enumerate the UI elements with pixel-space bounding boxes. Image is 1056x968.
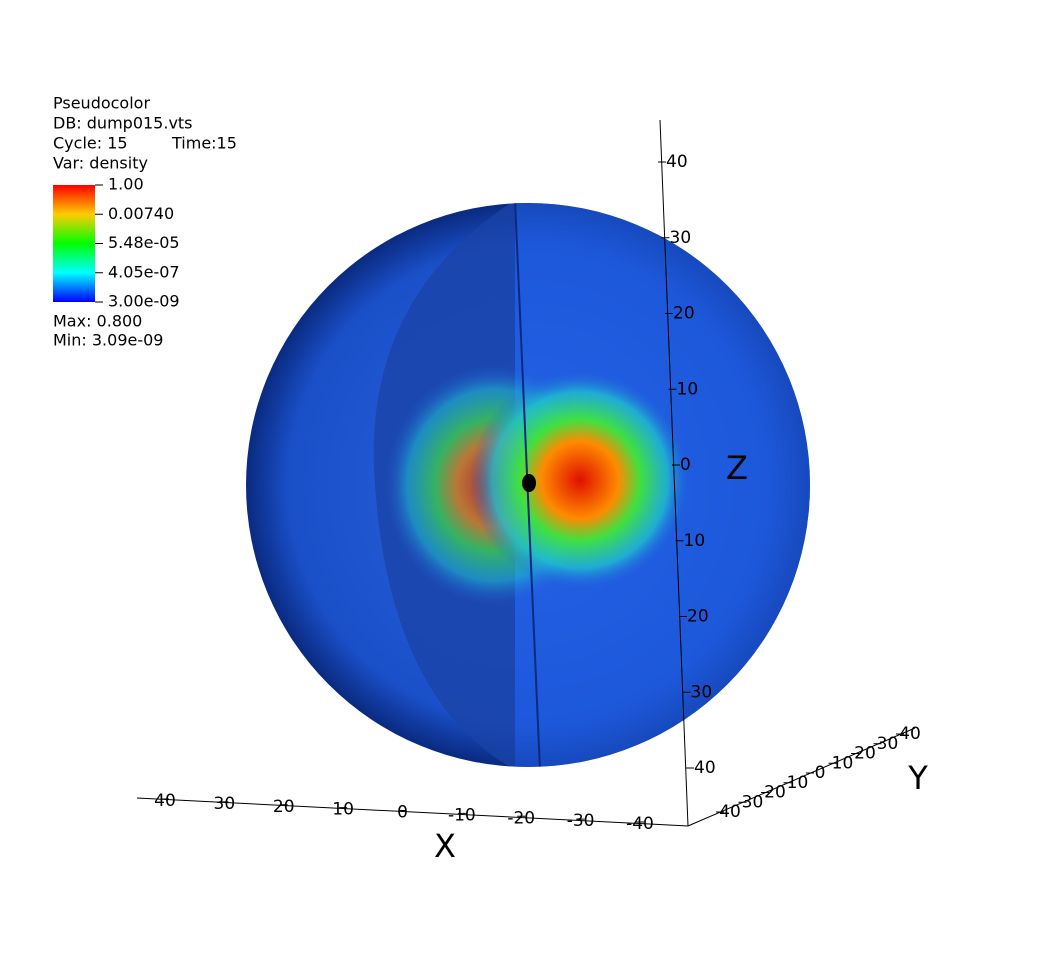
y-axis-line [687, 727, 916, 827]
colorbar-label: 1.00 [108, 175, 144, 194]
z-axis-label: 0 [680, 455, 691, 475]
y-axis-label: 30 [877, 734, 899, 754]
x-axis-label: 0 [397, 803, 408, 823]
y-axis-label: 30 [742, 792, 764, 812]
z-axis-label: 40 [666, 152, 688, 172]
y-axis-title: Y [907, 759, 928, 797]
y-axis-label: 0 [815, 763, 826, 783]
x-axis-label: 30 [214, 794, 236, 814]
legend-db: DB: dump015.vts [53, 114, 193, 133]
colorbar-label: 5.48e-05 [108, 233, 180, 252]
z-axis-label: 10 [677, 379, 699, 399]
legend-cycle: Cycle: 15 [53, 134, 128, 153]
y-axis-label: 20 [764, 783, 786, 803]
y-axis-label: 20 [854, 744, 876, 764]
colorbar-label: 4.05e-07 [108, 262, 180, 281]
z-axis-label: 40 [694, 758, 716, 778]
colorbar-label: 0.00740 [108, 204, 174, 223]
colorbar-label: 3.00e-09 [108, 292, 180, 311]
x-axis-label: 10 [332, 800, 354, 820]
legend-plot: Pseudocolor [53, 94, 150, 113]
x-axis-label: 20 [273, 797, 295, 817]
center-hole [522, 474, 536, 492]
y-axis-label: 40 [719, 802, 741, 822]
legend-min: Min: 3.09e-09 [53, 331, 163, 350]
legend-max: Max: 0.800 [53, 312, 142, 331]
y-axis-label: 10 [787, 773, 809, 793]
x-axis-line [136, 797, 689, 827]
x-axis-label: 40 [154, 791, 176, 811]
density-blob-right [470, 370, 690, 590]
x-axis-label: -30 [567, 811, 595, 831]
x-axis-label: -20 [507, 808, 535, 828]
z-axis-label: 30 [670, 228, 692, 248]
z-axis-label: 20 [673, 304, 695, 324]
x-axis-title: X [434, 827, 456, 865]
z-axis-title: Z [726, 449, 748, 487]
y-axis-label: 40 [899, 724, 921, 744]
x-axis-label: -40 [626, 814, 654, 834]
y-axis-label: 10 [832, 753, 854, 773]
x-axis-label: -10 [448, 805, 476, 825]
z-axis-label: 10 [684, 531, 706, 551]
z-axis-label: 30 [691, 682, 713, 702]
legend-time: Time:15 [171, 134, 237, 153]
legend-var: Var: density [53, 154, 148, 173]
colorbar [53, 185, 95, 302]
z-axis-label: 20 [687, 607, 709, 627]
